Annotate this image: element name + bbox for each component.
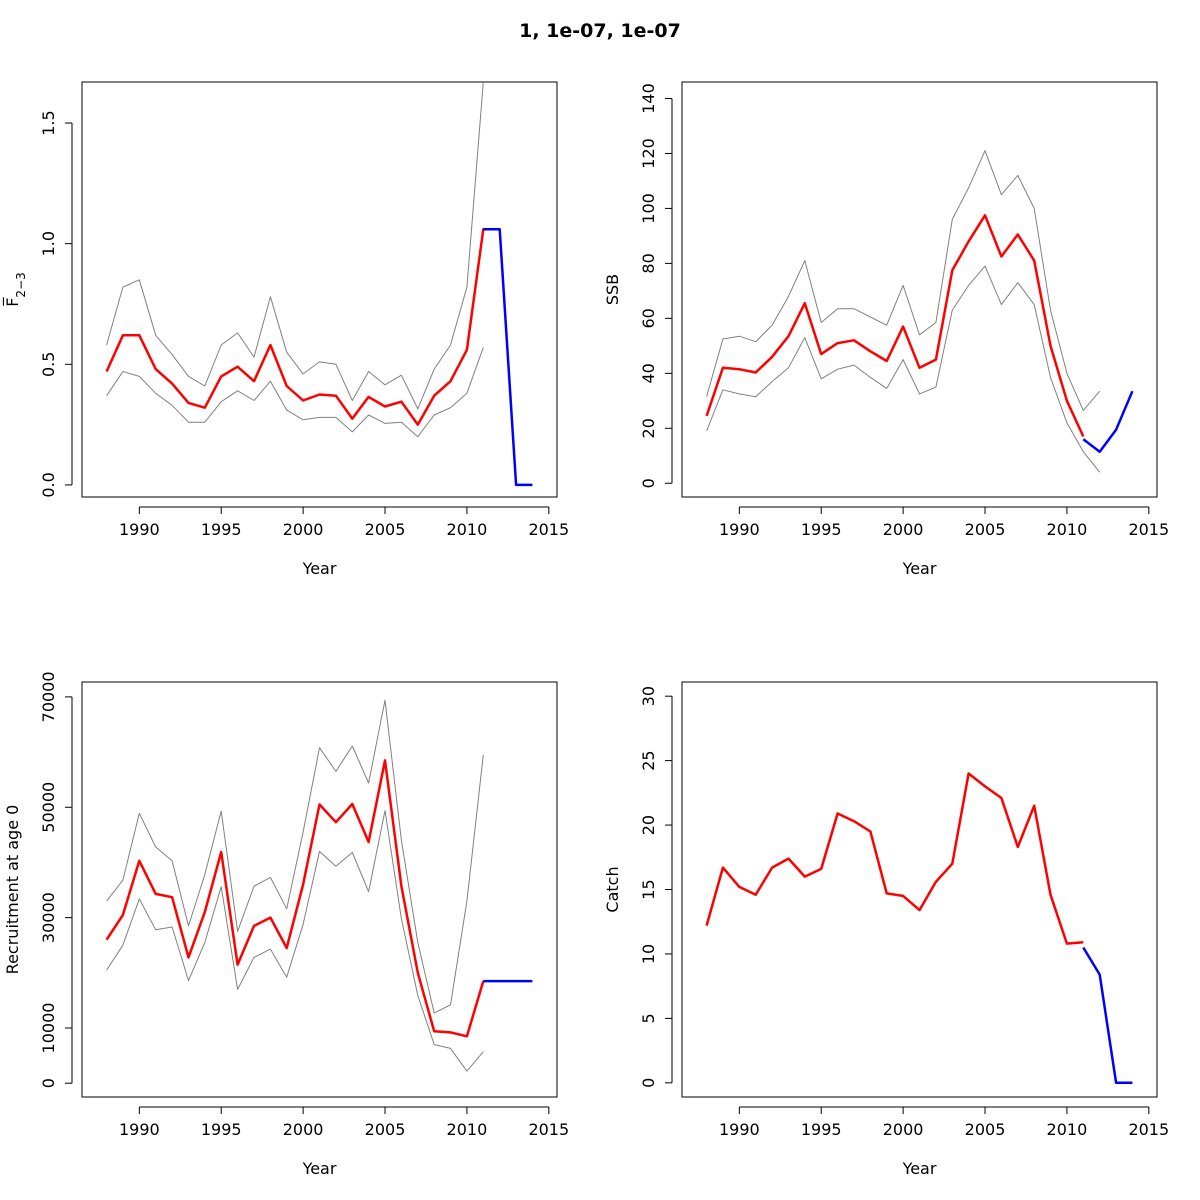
catch-y-tick-label: 10 (639, 944, 658, 964)
ssb-y-tick-label: 60 (639, 308, 658, 328)
ssb-y-tick-label: 140 (639, 83, 658, 114)
recruitment-upper-line (106, 699, 484, 1014)
fbar-y-axis-label: F̅2−3 (3, 272, 28, 307)
catch-x-tick-label: 2000 (883, 1120, 924, 1139)
catch-x-tick-label: 2010 (1047, 1120, 1088, 1139)
ssb-y-tick-label: 20 (639, 418, 658, 438)
ssb-y-tick-label: 40 (639, 363, 658, 383)
catch-y-tick-label: 25 (639, 750, 658, 770)
fbar-x-tick-label: 2010 (447, 520, 488, 539)
recruitment-estimate-line (105, 759, 485, 1038)
fbar-x-tick-label: 1990 (119, 520, 160, 539)
catch-x-tick-label: 1990 (719, 1120, 760, 1139)
fbar-y-tick-label: 1.5 (39, 110, 58, 135)
ssb-x-tick-label: 2005 (965, 520, 1006, 539)
fbar-y-tick-label: 1.0 (39, 231, 58, 256)
fbar-panel: 1990 1995 2000 2005 2010 2015 0.0 0.5 1.0 1.5 Year… (3, 81, 569, 578)
ssb-y-axis-label: SSB (603, 274, 622, 305)
catch-y-tick-label: 5 (639, 1013, 658, 1023)
ssb-forecast-line (1082, 390, 1134, 453)
fbar-y-tick-label: 0.0 (39, 472, 58, 497)
recruitment-y-tick-label: 10000 (39, 1003, 58, 1054)
recruitment-x-tick-label: 1990 (119, 1120, 160, 1139)
recruitment-x-tick-label: 1995 (201, 1120, 242, 1139)
recruitment-y-axis-label: Recruitment at age 0 (3, 805, 22, 975)
ssb-x-tick-label: 2015 (1128, 520, 1169, 539)
ssb-lower-line (706, 265, 1101, 473)
fbar-lower-line (106, 347, 484, 438)
recruitment-y-tick-label: 0 (39, 1078, 58, 1088)
catch-y-tick-label: 30 (639, 686, 658, 706)
fbar-x-tick-label: 1995 (201, 520, 242, 539)
recruitment-plot-frame (81, 681, 558, 1098)
recruitment-x-tick-label: 2010 (447, 1120, 488, 1139)
recruitment-y-tick-label: 30000 (39, 892, 58, 943)
recruitment-y-tick-label: 70000 (39, 671, 58, 722)
recruitment-y-axis-label-text: Recruitment at age 0 (3, 805, 22, 975)
recruitment-y-tick-label: 50000 (39, 782, 58, 833)
catch-y-tick-label: 20 (639, 815, 658, 835)
ssb-y-tick-label: 0 (639, 478, 658, 488)
ssb-x-tick-label: 1990 (719, 520, 760, 539)
fbar-y-tick-label: 0.5 (39, 352, 58, 377)
catch-forecast-line (1082, 946, 1133, 1085)
fbar-upper-line (106, 82, 484, 410)
catch-estimate-line (705, 772, 1084, 945)
ssb-y-tick-label: 80 (639, 253, 658, 273)
recruitment-x-axis-label: Year (302, 1159, 337, 1178)
ssb-estimate-line (705, 214, 1085, 438)
ssb-x-tick-label: 2010 (1047, 520, 1088, 539)
ssb-x-tick-label: 1995 (801, 520, 842, 539)
fbar-x-tick-label: 2015 (528, 520, 569, 539)
catch-y-axis-label: Catch (603, 866, 622, 912)
catch-y-axis-label-text: Catch (603, 866, 622, 912)
ssb-upper-line (706, 150, 1101, 411)
ssb-plot-frame (681, 81, 1158, 498)
catch-plot-frame (681, 681, 1158, 1098)
recruitment-lower-line (106, 810, 484, 1072)
ssb-panel: 1990 1995 2000 2005 2010 2015 0 20 40 60 80 100 120 1… (603, 81, 1169, 578)
fbar-x-axis-label: Year (302, 559, 337, 578)
fbar-plot-frame (81, 81, 558, 498)
ssb-y-tick-label: 100 (639, 193, 658, 224)
catch-x-tick-label: 1995 (801, 1120, 842, 1139)
recruitment-x-tick-label: 2015 (528, 1120, 569, 1139)
ssb-y-axis-label-text: SSB (603, 274, 622, 305)
fbar-y-axis-label-subscript: 2−3 (14, 272, 28, 297)
fbar-y-axis-label-text: F̅ (3, 297, 22, 307)
recruitment-x-tick-label: 2000 (283, 1120, 324, 1139)
recruitment-x-tick-label: 2005 (365, 1120, 406, 1139)
recruitment-panel: 1990 1995 2000 2005 2010 2015 0 10000 30000 50000… (3, 671, 569, 1178)
figure-title: 1, 1e-07, 1e-07 (519, 20, 681, 42)
catch-x-tick-label: 2015 (1128, 1120, 1169, 1139)
ssb-x-axis-label: Year (902, 559, 937, 578)
fbar-x-tick-label: 2005 (365, 520, 406, 539)
catch-y-tick-label: 0 (639, 1078, 658, 1088)
catch-x-tick-label: 2005 (965, 1120, 1006, 1139)
fbar-estimate-line (105, 227, 500, 426)
fbar-forecast-line (483, 227, 533, 487)
fbar-x-tick-label: 2000 (283, 520, 324, 539)
catch-x-axis-label: Year (902, 1159, 937, 1178)
catch-y-tick-label: 15 (639, 879, 658, 899)
ssb-x-tick-label: 2000 (883, 520, 924, 539)
ssb-y-tick-label: 120 (639, 138, 658, 169)
catch-panel: 1990 1995 2000 2005 2010 2015 0 5 10 15 20 25 30 Year… (603, 681, 1169, 1178)
